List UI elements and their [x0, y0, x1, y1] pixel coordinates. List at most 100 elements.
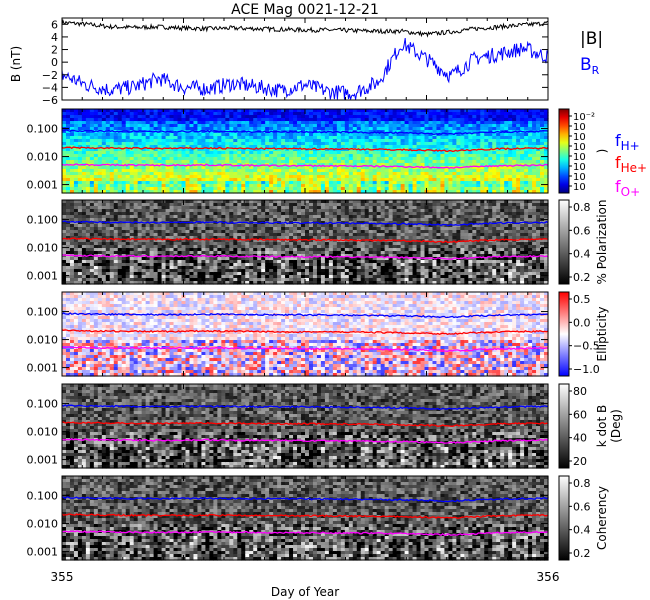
- heat-cell: [420, 145, 426, 149]
- heat-cell: [432, 169, 438, 173]
- heat-cell: [129, 242, 135, 246]
- heat-cell: [85, 118, 91, 122]
- heat-cell: [101, 148, 107, 152]
- heat-cell: [261, 178, 266, 182]
- heat-cell: [233, 166, 238, 170]
- heat-cell: [113, 148, 119, 152]
- heat-cell: [312, 142, 318, 146]
- heat-cell: [460, 127, 465, 131]
- heat-cell: [444, 124, 450, 128]
- heat-cell: [504, 139, 509, 143]
- heat-cell: [181, 124, 187, 128]
- heat-cell: [500, 184, 505, 188]
- heat-cell: [281, 139, 286, 143]
- heat-cell: [173, 142, 179, 146]
- heat-cell: [536, 133, 541, 137]
- heat-cell: [229, 139, 234, 143]
- heat-cell: [157, 187, 163, 191]
- heat-cell: [197, 215, 203, 219]
- heat-cell: [328, 118, 334, 122]
- heat-cell: [364, 124, 370, 128]
- heat-cell: [253, 218, 258, 222]
- heat-cell: [177, 212, 183, 216]
- heat-cell: [101, 145, 107, 149]
- heat-cell: [177, 136, 183, 140]
- heat-cell: [113, 224, 119, 228]
- heat-cell: [165, 151, 171, 155]
- heat-cell: [480, 133, 485, 137]
- heat-cell: [245, 166, 250, 170]
- heat-cell: [205, 209, 210, 213]
- heat-cell: [193, 178, 199, 182]
- heat-cell: [193, 212, 199, 216]
- heat-cell: [105, 157, 111, 161]
- heat-cell: [356, 184, 362, 188]
- heat-cell: [117, 269, 123, 273]
- heat-cell: [257, 227, 262, 231]
- heat-cell: [452, 154, 457, 158]
- heat-cell: [185, 242, 191, 246]
- heat-cell: [169, 133, 175, 137]
- heat-cell: [524, 175, 529, 179]
- heat-cell: [121, 190, 127, 194]
- heat-cell: [217, 136, 222, 140]
- heat-cell: [121, 169, 127, 173]
- heat-cell: [289, 151, 294, 155]
- heat-cell: [129, 215, 135, 219]
- heat-cell: [141, 200, 147, 204]
- heat-cell: [153, 269, 159, 273]
- heat-cell: [69, 124, 75, 128]
- heat-cell: [109, 218, 115, 222]
- heat-cell: [201, 145, 207, 149]
- heat-cell: [532, 115, 537, 119]
- heat-cell: [536, 115, 541, 119]
- heat-cell: [101, 112, 107, 116]
- heat-cell: [376, 187, 382, 191]
- heat-cell: [125, 248, 131, 252]
- heat-cell: [153, 133, 159, 137]
- heat-cell: [388, 184, 394, 188]
- heat-cell: [133, 236, 139, 240]
- heat-cell: [197, 160, 203, 164]
- heat-cell: [181, 245, 187, 249]
- heat-cell: [213, 248, 218, 252]
- heat-cell: [133, 145, 139, 149]
- heat-cell: [392, 112, 398, 116]
- heat-cell: [177, 142, 183, 146]
- heat-cell: [209, 224, 214, 228]
- heat-cell: [233, 215, 238, 219]
- heat-cell: [456, 124, 461, 128]
- heat-cell: [89, 154, 95, 158]
- heat-cell: [145, 275, 151, 279]
- heat-cell: [233, 127, 238, 131]
- heat-cell: [141, 269, 147, 273]
- heat-cell: [440, 157, 446, 161]
- heat-cell: [312, 184, 318, 188]
- heat-cell: [221, 245, 226, 249]
- heat-cell: [404, 160, 410, 164]
- heat-cell: [65, 215, 71, 219]
- heat-cell: [157, 169, 163, 173]
- heat-cell: [436, 181, 442, 185]
- heat-cell: [117, 266, 123, 270]
- heat-cell: [305, 175, 310, 179]
- heat-cell: [352, 127, 358, 131]
- heat-cell: [137, 242, 143, 246]
- heat-cell: [181, 263, 187, 267]
- heat-cell: [392, 130, 398, 134]
- heat-cell: [169, 233, 175, 237]
- heat-cell: [488, 124, 493, 128]
- heat-cell: [173, 212, 179, 216]
- heat-cell: [388, 190, 394, 194]
- heat-cell: [452, 145, 457, 149]
- heat-cell: [81, 130, 87, 134]
- heat-cell: [253, 139, 258, 143]
- heat-cell: [117, 181, 123, 185]
- heat-cell: [189, 224, 195, 228]
- heat-cell: [316, 139, 322, 143]
- heat-cell: [392, 175, 398, 179]
- heat-cell: [177, 133, 183, 137]
- heat-cell: [201, 148, 207, 152]
- heat-cell: [181, 154, 187, 158]
- heat-cell: [193, 251, 199, 255]
